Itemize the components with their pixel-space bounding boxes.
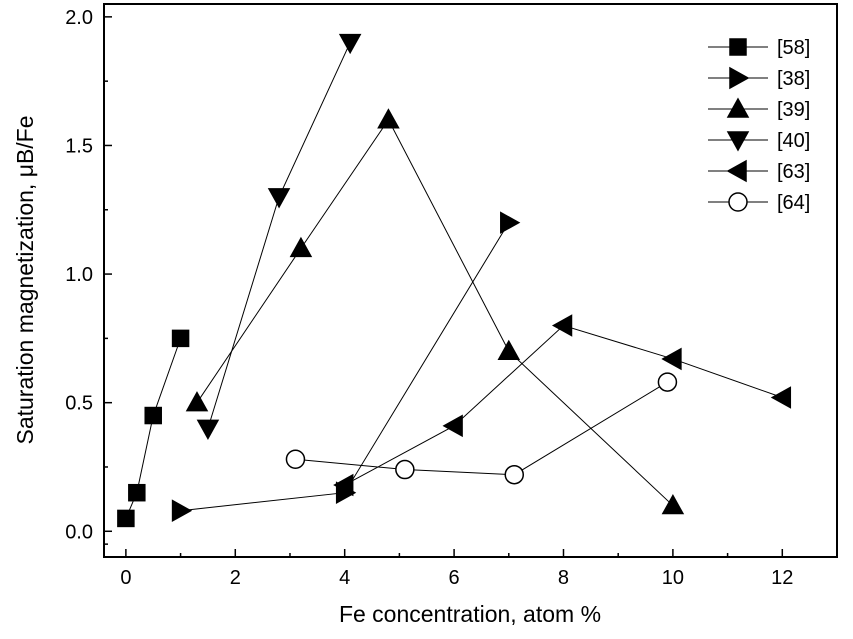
legend-label: [64]	[777, 192, 810, 214]
data-point	[196, 419, 220, 440]
legend-entry: [39]	[708, 97, 810, 121]
x-axis-title: Fe concentration, atom %	[339, 601, 601, 627]
data-point	[500, 211, 521, 234]
legend-label: [58]	[777, 37, 810, 59]
y-tick-label: 2.0	[65, 7, 93, 29]
data-point	[661, 347, 682, 371]
x-tick-label: 4	[339, 567, 350, 589]
data-point	[117, 509, 135, 528]
data-point	[504, 464, 525, 485]
legend-entry: [40]	[708, 130, 810, 152]
y-tick-label: 1.0	[65, 264, 93, 286]
x-tick-label: 8	[558, 567, 569, 589]
legend-marker	[728, 192, 748, 212]
data-point	[128, 483, 146, 502]
legend-label: [40]	[777, 130, 810, 152]
legend-marker	[726, 131, 750, 152]
data-point	[171, 499, 193, 522]
data-point	[551, 314, 573, 337]
legend-label: [63]	[777, 161, 810, 183]
x-tick-label: 0	[120, 567, 131, 589]
series-2	[185, 108, 685, 515]
data-point	[497, 339, 521, 360]
series-line	[207, 42, 351, 429]
series-line	[180, 222, 510, 512]
legend-marker	[726, 159, 747, 183]
legend-marker	[726, 97, 750, 118]
x-tick-label: 10	[662, 567, 684, 589]
y-tick-label: 0.0	[65, 521, 93, 543]
series-line	[344, 324, 783, 486]
series-0	[117, 329, 190, 528]
y-tick-label: 1.5	[65, 135, 93, 157]
legend: [58] [38] [39] [40] [63] [64]	[708, 37, 810, 214]
plot-frame	[103, 3, 838, 558]
legend-entry: [58]	[708, 37, 810, 59]
series-1	[171, 211, 521, 522]
legend-label: [38]	[777, 68, 810, 90]
series-layer	[117, 33, 792, 528]
data-point	[395, 459, 415, 480]
data-point	[377, 108, 400, 129]
x-tick-label: 12	[771, 567, 793, 589]
series-4	[333, 314, 792, 497]
legend-marker	[729, 38, 747, 56]
legend-entry: [63]	[708, 159, 810, 183]
legend-label: [39]	[777, 99, 810, 121]
data-point	[185, 391, 209, 412]
series-line	[125, 338, 182, 519]
series-5	[285, 372, 678, 485]
data-point	[144, 406, 162, 425]
data-point	[338, 33, 362, 55]
x-tick-label: 2	[230, 567, 241, 589]
data-point	[661, 494, 685, 515]
data-point	[442, 414, 463, 438]
legend-entry: [64]	[708, 192, 810, 214]
series-3	[196, 33, 362, 440]
data-point	[285, 449, 306, 470]
data-point	[289, 236, 313, 258]
data-point	[171, 329, 190, 348]
x-tick-label: 6	[449, 567, 460, 589]
legend-marker	[729, 66, 750, 90]
axis-ticks: 0 2 4 6 8 10 12 0.0 0.5 1.0 1.5 2.0	[65, 7, 793, 589]
y-axis-title: Saturation magnetization, μB/Fe	[12, 115, 38, 444]
data-point	[267, 188, 291, 209]
legend-entry: [38]	[708, 66, 810, 90]
data-point	[333, 473, 354, 497]
y-tick-label: 0.5	[65, 393, 93, 415]
data-point	[657, 372, 678, 392]
series-line	[295, 381, 668, 476]
series-line	[196, 118, 674, 506]
data-point	[770, 386, 792, 409]
